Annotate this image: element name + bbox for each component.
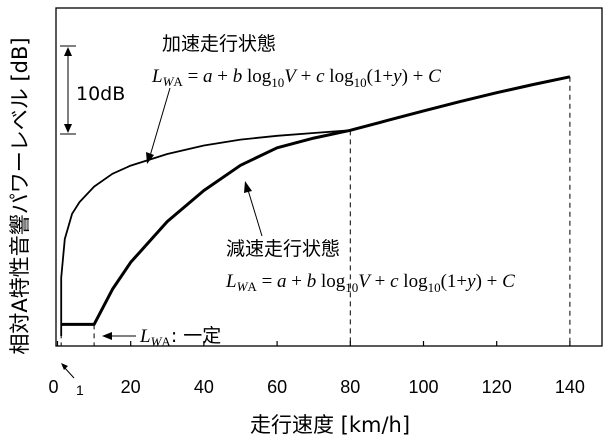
x-tick-label-small: 1 (76, 382, 84, 398)
accel-pointer-arrow-icon (146, 152, 154, 164)
constant-arrow-icon (102, 332, 112, 340)
y-axis-label: 相対A特性音響パワーレベル [dB] (8, 37, 32, 354)
decel-series-line (61, 75, 571, 326)
x-tick-label: 0 (48, 377, 58, 397)
decel-pointer (247, 189, 263, 237)
x-tick-label: 40 (194, 377, 214, 397)
decel-formula: LWA = a + b log10V + c log10(1+y) + C (225, 271, 515, 295)
accel-label: 加速走行状態 (162, 33, 276, 55)
scale-arrow-up-icon (64, 47, 72, 56)
scale-bar: 10dB (60, 45, 125, 135)
x-axis-label: 走行速度 [km/h] (250, 413, 410, 437)
x-tick-label: 120 (482, 377, 512, 397)
decel-pointer-arrow-icon (244, 181, 252, 193)
tick-1-arrow-icon (61, 363, 68, 370)
x-tick-label: 60 (267, 377, 287, 397)
tick-1-pointer (63, 366, 75, 379)
plot-frame (55, 7, 603, 347)
x-tick-label: 100 (408, 377, 438, 397)
x-tick-label: 20 (121, 377, 141, 397)
scale-bar-label: 10dB (76, 83, 125, 105)
scale-arrow-down-icon (64, 124, 72, 133)
x-tick-label: 140 (555, 377, 585, 397)
accel-pointer (149, 87, 171, 157)
constant-label: LWA: 一定 (139, 325, 221, 349)
accel-formula: LWA = a + b log10V + c log10(1+y) + C (151, 66, 441, 90)
decel-label: 減速走行状態 (226, 238, 340, 260)
accel-series-line (60, 129, 351, 336)
x-tick-label: 80 (340, 377, 360, 397)
